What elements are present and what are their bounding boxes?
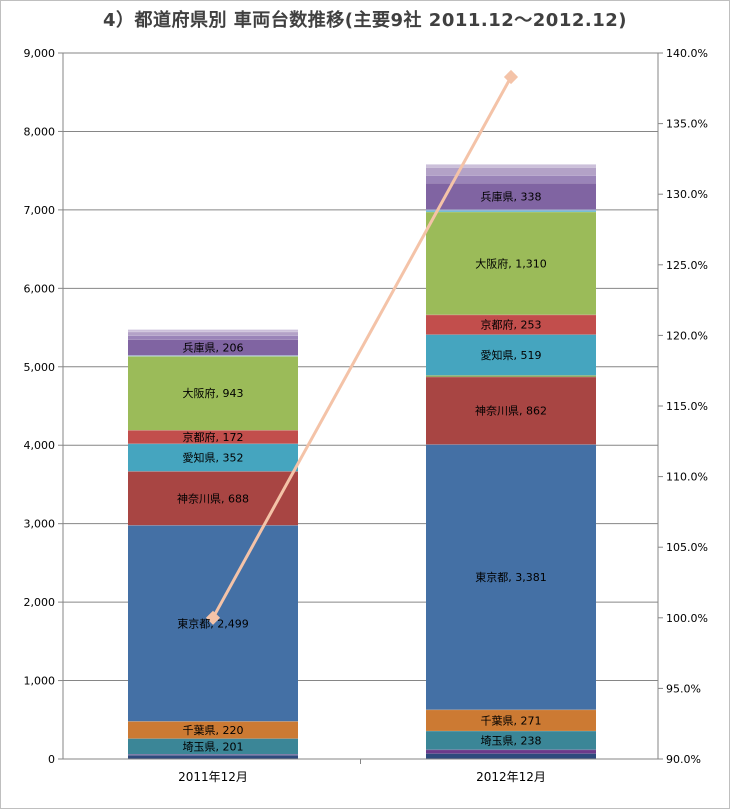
y-left-tick-label: 4,000: [24, 439, 56, 452]
y-left-tick-label: 5,000: [24, 361, 56, 374]
bar-data-label: 千葉県, 220: [183, 723, 244, 737]
y-right-tick-label: 115.0%: [666, 400, 708, 413]
y-left-tick-label: 0: [48, 753, 55, 766]
bar-data-label: 神奈川県, 862: [475, 404, 547, 418]
bar-data-label: 大阪府, 943: [183, 386, 244, 400]
bar-segment: [128, 430, 298, 444]
bar-segment: [426, 314, 596, 335]
bar-data-label: 千葉県, 271: [481, 713, 542, 727]
data-labels: 埼玉県, 201 千葉県, 220 東京都, 2,499 神奈川県, 688 愛知県, …: [177, 189, 547, 753]
bar-segment: [426, 211, 596, 315]
y-left-tick-label: 8,000: [24, 125, 56, 138]
y-left-tick-label: 2,000: [24, 596, 56, 609]
bar-data-label: 大阪府, 1,310: [475, 256, 546, 270]
bar-data-label: 神奈川県, 688: [177, 491, 249, 505]
y-right-tick-label: 100.0%: [666, 612, 708, 625]
bar-segment: [128, 721, 298, 739]
bar-segment: [426, 167, 596, 176]
y-right-tick-label: 95.0%: [666, 682, 701, 695]
bar-data-label: 東京都, 3,381: [475, 570, 546, 584]
y-left-tick-label: 7,000: [24, 204, 56, 217]
bar-segment: [128, 335, 298, 340]
bar-data-label: 愛知県, 352: [183, 450, 244, 464]
bar-segment: [426, 183, 596, 210]
bar-segment: [426, 749, 596, 754]
chart-title: 4）都道府県別 車両台数推移(主要9社 2011.12～2012.12): [102, 10, 627, 31]
y-right-tick-label: 130.0%: [666, 188, 708, 201]
bar-segment: [426, 334, 596, 376]
bar-data-label: 愛知県, 519: [481, 348, 542, 362]
growth-line-point: [503, 69, 519, 85]
bar-data-label: 京都府, 253: [481, 318, 542, 332]
y-right-tick-label: 90.0%: [666, 753, 701, 766]
bar-data-label: 兵庫県, 206: [183, 340, 244, 354]
y-right-tick-label: 120.0%: [666, 329, 708, 342]
bar-segment: [426, 164, 596, 168]
y-left-tick-label: 3,000: [24, 518, 56, 531]
bar-segment: [426, 709, 596, 731]
bar-segment: [128, 443, 298, 472]
bar-data-label: 兵庫県, 338: [481, 189, 542, 203]
bar-data-label: 京都府, 172: [183, 430, 244, 444]
bar-segment: [426, 209, 596, 211]
bar-segment: [426, 444, 596, 710]
bar-segment: [128, 754, 298, 756]
growth-line-path: [211, 76, 513, 619]
x-category-label: 2011年12月: [178, 770, 248, 784]
y-left-tick-label: 1,000: [24, 675, 56, 688]
y-right-tick-label: 140.0%: [666, 47, 708, 60]
y-right-tick-label: 125.0%: [666, 259, 708, 272]
y-right-tick-label: 105.0%: [666, 541, 708, 554]
bar-segment: [426, 376, 596, 445]
bar-segment: [128, 738, 298, 755]
bar-segment: [426, 753, 596, 759]
y-left-tick-label: 9,000: [24, 47, 56, 60]
bar-segment: [128, 329, 298, 332]
bar-segment: [426, 730, 596, 750]
bar-segment: [128, 755, 298, 759]
bar-data-label: 埼玉県, 201: [183, 739, 244, 753]
bar-segment: [426, 175, 596, 184]
x-category-label: 2012年12月: [476, 770, 546, 784]
growth-line-point: [205, 610, 221, 625]
bar-segment: [128, 339, 298, 356]
bar-data-label: 東京都, 2,499: [177, 616, 248, 630]
growth-line: [205, 69, 519, 625]
y-right-tick-label: 135.0%: [666, 118, 708, 131]
bar-segment: [128, 356, 298, 431]
axes: 0 1,000 2,000 3,000 4,000 5,000 6,000 7,000 8,00…: [24, 47, 708, 784]
bar-data-label: 埼玉県, 238: [481, 733, 542, 747]
y-left-tick-label: 6,000: [24, 282, 56, 295]
y-right-tick-label: 110.0%: [666, 471, 708, 484]
bar-segment: [426, 210, 596, 212]
bar-segment: [128, 331, 298, 336]
bar-segment: [426, 375, 596, 377]
